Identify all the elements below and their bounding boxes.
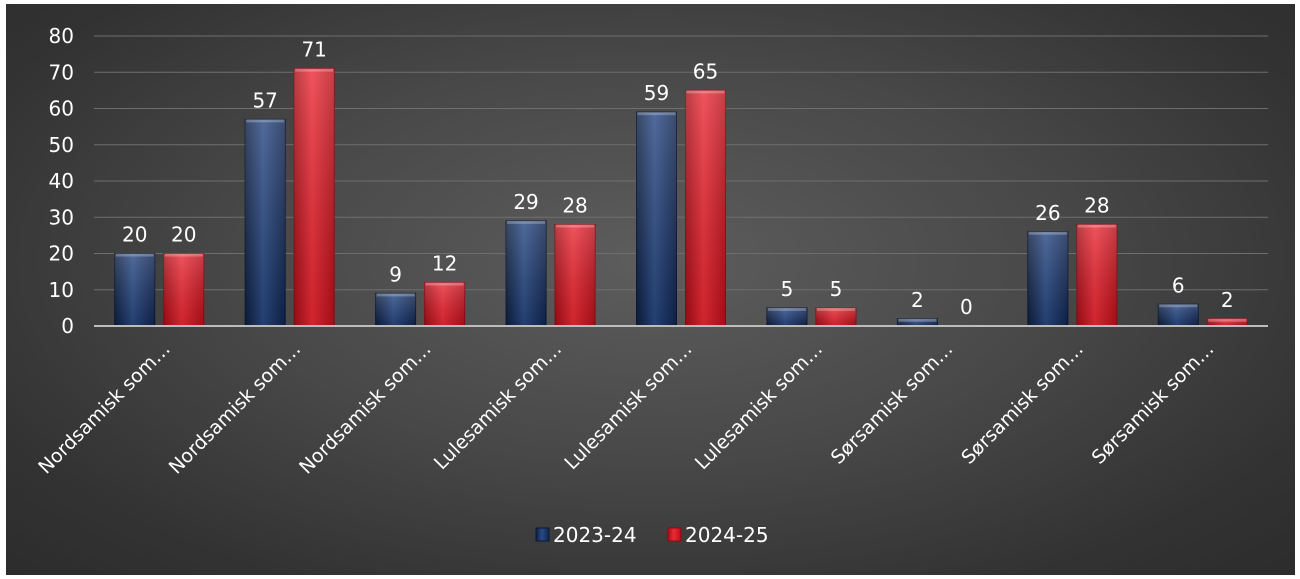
bar-shade: [424, 282, 465, 326]
y-tick-label: 60: [49, 97, 74, 121]
y-tick-label: 0: [61, 314, 74, 338]
bar-bevel: [164, 253, 203, 257]
y-tick-label: 70: [49, 60, 74, 84]
y-tick-label: 10: [49, 278, 74, 302]
bar-bevel: [898, 318, 937, 322]
data-label: 29: [513, 190, 538, 214]
bar-shade: [1027, 231, 1068, 326]
x-category-label: Nordsamisk som…: [34, 338, 174, 478]
bar-shade: [766, 307, 807, 326]
data-label: 57: [252, 88, 277, 112]
data-label: 2: [1221, 288, 1234, 312]
bar-bevel: [115, 253, 154, 257]
data-label: 28: [1084, 194, 1109, 218]
bar-shade: [685, 90, 726, 326]
gridlines: [94, 35, 1268, 291]
legend-label: 2023-24: [553, 523, 637, 547]
bar-shade: [815, 307, 856, 326]
bar-shade: [506, 220, 547, 326]
legend-label: 2024-25: [685, 523, 769, 547]
bar-bevel: [246, 119, 285, 123]
data-label: 2: [911, 288, 924, 312]
bar-shade: [1207, 318, 1248, 326]
bar-bevel: [507, 220, 546, 224]
bar-bevel: [1159, 304, 1198, 308]
data-label: 20: [171, 223, 196, 247]
y-tick-label: 30: [49, 205, 74, 229]
y-tick-label: 20: [49, 242, 74, 266]
bar-shade: [245, 119, 286, 326]
bar-shade: [375, 293, 416, 326]
bar-shade: [1158, 304, 1199, 326]
y-tick-label: 40: [49, 169, 74, 193]
data-label: 9: [389, 262, 402, 286]
bar-shade: [163, 253, 204, 326]
x-axis-categories: Nordsamisk som…Nordsamisk som…Nordsamisk…: [34, 338, 1218, 478]
bar-shade: [114, 253, 155, 326]
data-label: 5: [781, 277, 794, 301]
bar-bevel: [1077, 224, 1116, 228]
data-label: 0: [960, 295, 973, 319]
bar-shade: [555, 224, 596, 326]
x-category-label: Lulesamisk som…: [430, 338, 566, 474]
legend: 2023-24 2024-25: [535, 523, 769, 547]
bar-bevel: [816, 307, 855, 311]
bar-shade: [897, 318, 938, 326]
bar-bevel: [1028, 231, 1067, 235]
bar-bevel: [1208, 318, 1247, 322]
data-label: 59: [644, 81, 669, 105]
bar-bevel: [295, 68, 334, 72]
bar-shade: [636, 112, 677, 326]
data-label: 71: [301, 38, 326, 62]
data-label: 28: [562, 194, 587, 218]
x-category-label: Sørsamisk som…: [1088, 338, 1219, 469]
legend-swatch: [535, 527, 550, 542]
x-category-label: Sørsamisk som…: [957, 338, 1088, 469]
data-label: 65: [693, 59, 718, 83]
x-category-label: Sørsamisk som…: [827, 338, 958, 469]
chart-frame: 0 10 20 30 40 50 60 70 80 20 20 57 71 9 12 29 28 59 65 5 5 2…: [6, 4, 1295, 575]
bar-bevel: [425, 282, 464, 286]
bar-shade: [1076, 224, 1117, 326]
bars: [114, 68, 1248, 327]
bar-bevel: [637, 112, 676, 116]
bar-bevel: [767, 307, 806, 311]
bar-shade: [294, 68, 335, 326]
legend-swatch: [667, 527, 682, 542]
x-category-label: Nordsamisk som…: [295, 338, 435, 478]
bar-bevel: [376, 293, 415, 297]
y-tick-label: 50: [49, 133, 74, 157]
x-category-label: Lulesamisk som…: [560, 338, 696, 474]
y-axis-ticks: 0 10 20 30 40 50 60 70 80: [49, 24, 74, 338]
bar-bevel: [686, 90, 725, 94]
data-label: 26: [1035, 201, 1060, 225]
data-label: 12: [432, 252, 457, 276]
y-tick-label: 80: [49, 24, 74, 48]
data-label: 5: [830, 277, 843, 301]
x-category-label: Nordsamisk som…: [165, 338, 305, 478]
bar-bevel: [556, 224, 595, 228]
data-label: 20: [122, 223, 147, 247]
x-category-label: Lulesamisk som…: [691, 338, 827, 474]
data-label: 6: [1172, 273, 1185, 297]
